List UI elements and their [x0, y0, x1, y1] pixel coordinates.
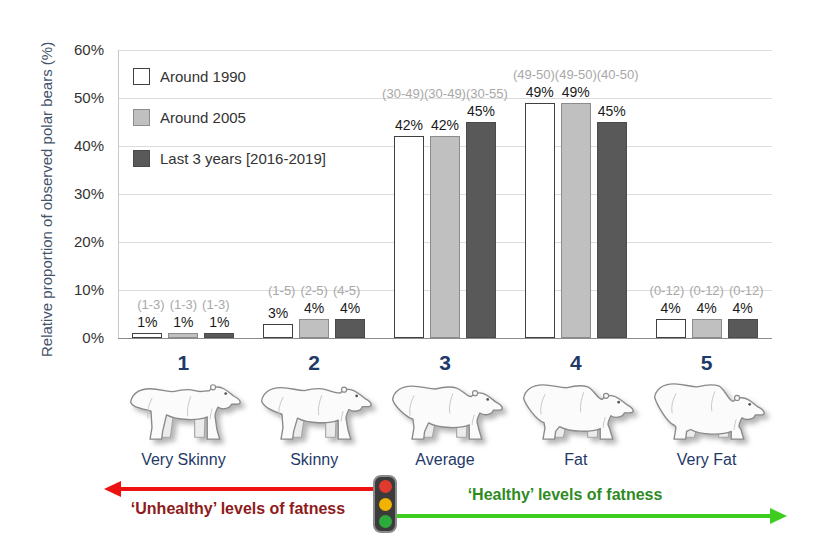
legend-item: Around 1990: [133, 68, 246, 85]
legend-item: Last 3 years [2016-2019]: [133, 150, 326, 167]
healthy-label: ‘Healthy’ levels of fatness: [455, 486, 675, 504]
legend-swatch: [133, 109, 150, 126]
range-labels-row: (0-12) (0-12) (0-12): [617, 283, 797, 298]
category-name: Skinny: [244, 451, 384, 469]
range-label: (1-3): [202, 297, 229, 312]
green-light-icon: [379, 515, 392, 528]
bar-value-label: 4%: [715, 300, 771, 316]
bar-value-label: 42%: [417, 117, 473, 133]
legend-item: Around 2005: [133, 109, 246, 126]
bar: [335, 319, 365, 338]
bar-value-label: 45%: [584, 103, 640, 119]
category-name: Very Skinny: [113, 451, 253, 469]
y-tick-label: 60%: [34, 41, 104, 58]
range-label: (49-50): [555, 67, 597, 82]
yellow-light-icon: [379, 498, 392, 511]
y-tick-label: 30%: [34, 185, 104, 202]
polar-bear-illustration: [381, 377, 509, 449]
y-tick-label: 40%: [34, 137, 104, 154]
range-label: (0-12): [689, 283, 724, 298]
legend-label: Around 2005: [160, 109, 246, 126]
unhealthy-label: ‘Unhealthy’ levels of fatness: [128, 500, 348, 518]
x-axis-line: [118, 338, 772, 339]
range-labels-row: (1-3) (1-3) (1-3): [93, 297, 273, 312]
bar: [597, 122, 627, 338]
range-label: (0-12): [729, 283, 764, 298]
bar: [299, 319, 329, 338]
bar: [728, 319, 758, 338]
range-label: (30-49): [424, 86, 466, 101]
range-labels-row: (1-5) (2-5) (4-5): [224, 283, 404, 298]
bar: [561, 103, 591, 338]
range-label: (0-12): [650, 283, 685, 298]
y-tick-label: 20%: [34, 233, 104, 250]
y-tick-label: 0%: [34, 329, 104, 346]
y-tick-label: 10%: [34, 281, 104, 298]
bar: [466, 122, 496, 338]
range-label: (40-50): [597, 67, 639, 82]
unhealthy-arrow: [120, 487, 375, 491]
range-label: (1-3): [170, 297, 197, 312]
bar: [430, 136, 460, 338]
gridline: [118, 50, 772, 51]
bar: [168, 333, 198, 338]
range-label: (30-49): [382, 86, 424, 101]
y-axis-line: [118, 50, 119, 338]
legend-label: Around 1990: [160, 68, 246, 85]
polar-bear-fatness-chart: Relative proportion of observed polar be…: [0, 0, 827, 538]
bar: [525, 103, 555, 338]
range-label: (1-5): [268, 283, 295, 298]
bar-value-label: 45%: [453, 103, 509, 119]
category-number: 2: [284, 351, 344, 375]
bar: [204, 333, 234, 338]
unhealthy-arrow-head-icon: [104, 481, 121, 497]
bar-value-label: 4%: [322, 300, 378, 316]
bar: [132, 333, 162, 338]
legend-label: Last 3 years [2016-2019]: [160, 150, 326, 167]
bar: [656, 319, 686, 338]
y-tick-label: 50%: [34, 89, 104, 106]
category-number: 5: [677, 351, 737, 375]
range-label: (4-5): [333, 283, 360, 298]
category-number: 3: [415, 351, 475, 375]
healthy-arrow: [396, 514, 771, 518]
polar-bear-illustration: [119, 377, 247, 449]
polar-bear-illustration: [512, 377, 640, 449]
bar: [263, 324, 293, 338]
red-light-icon: [379, 480, 392, 493]
bar-value-label: 1%: [191, 314, 247, 330]
bar: [692, 319, 722, 338]
polar-bear-illustration: [643, 377, 771, 449]
legend-swatch: [133, 68, 150, 85]
category-name: Very Fat: [637, 451, 777, 469]
range-label: (2-5): [300, 283, 327, 298]
category-number: 1: [153, 351, 213, 375]
traffic-light-icon: [373, 475, 397, 533]
category-number: 4: [546, 351, 606, 375]
range-label: (49-50): [513, 67, 555, 82]
category-name: Fat: [506, 451, 646, 469]
legend-swatch: [133, 150, 150, 167]
polar-bear-illustration: [250, 377, 378, 449]
category-name: Average: [375, 451, 515, 469]
range-label: (1-3): [137, 297, 164, 312]
bar: [394, 136, 424, 338]
healthy-arrow-head-icon: [770, 508, 787, 524]
range-label: (30-55): [466, 86, 508, 101]
range-labels-row: (49-50)(49-50)(40-50): [486, 67, 666, 82]
range-labels-row: (30-49)(30-49)(30-55): [355, 86, 535, 101]
bar-value-label: 49%: [548, 84, 604, 100]
